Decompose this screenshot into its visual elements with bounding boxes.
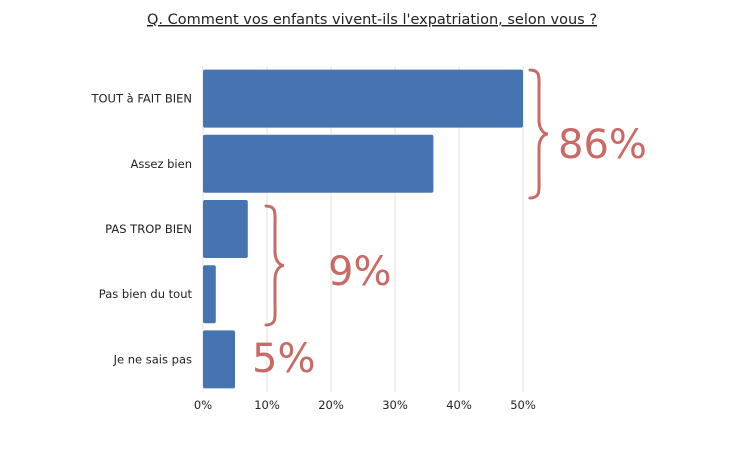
category-label: PAS TROP BIEN: [105, 222, 192, 236]
x-tick-label: 30%: [382, 398, 408, 412]
group-total-label: 5%: [252, 336, 315, 382]
x-tick-label: 20%: [318, 398, 344, 412]
category-label: Pas bien du tout: [99, 287, 193, 301]
brace-icon: [264, 204, 285, 327]
bar: [203, 330, 235, 389]
bar: [203, 69, 523, 128]
x-tick-label: 0%: [194, 398, 212, 412]
category-label: Je ne sais pas: [113, 352, 192, 366]
chart-title: Q. Comment vos enfants vivent-ils l'expa…: [147, 12, 597, 28]
bar: [203, 200, 248, 258]
group-total-label: 86%: [558, 122, 647, 168]
bar: [203, 134, 434, 193]
x-tick-label: 40%: [446, 398, 472, 412]
x-tick-label: 10%: [254, 398, 280, 412]
group-total-label: 9%: [328, 249, 391, 295]
category-label: Assez bien: [131, 157, 192, 171]
bar: [203, 265, 216, 324]
x-tick-label: 50%: [510, 398, 536, 412]
category-label: TOUT à FAIT BIEN: [90, 92, 192, 106]
brace-icon: [528, 68, 549, 200]
